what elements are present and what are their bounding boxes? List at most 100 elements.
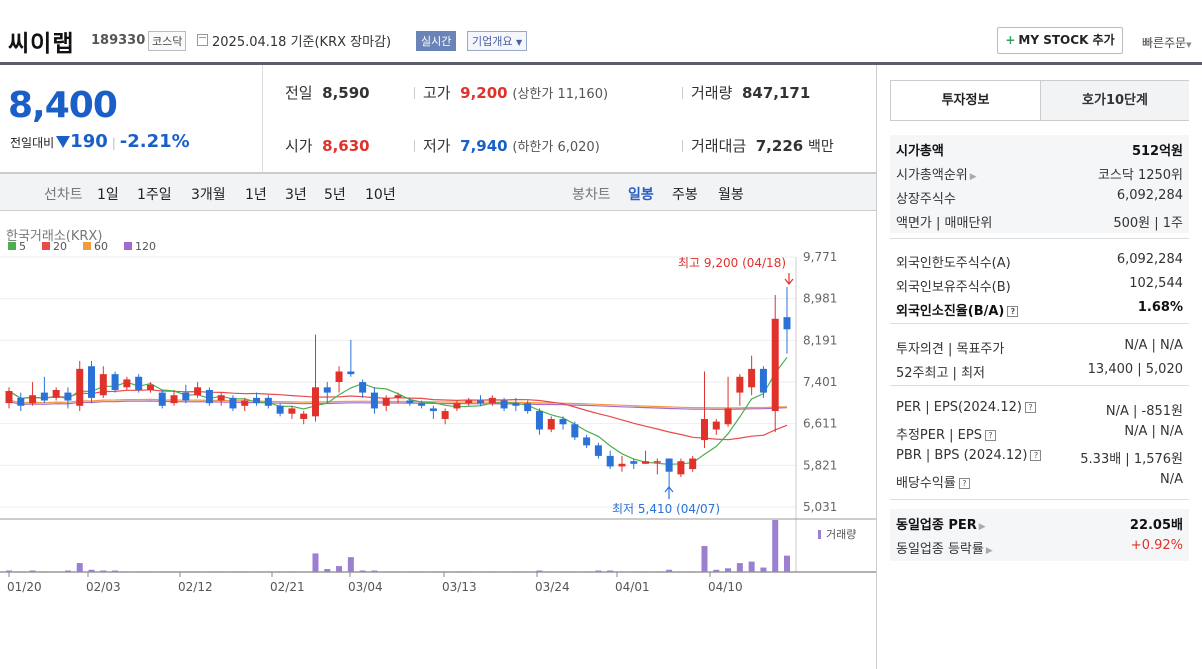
help-icon[interactable]: ? [1007,306,1019,317]
tab-3month[interactable]: 3개월 [191,187,226,203]
volume-bar [654,571,661,572]
info-row: 동일업종 PER ▶ 22.05배 [896,514,1183,534]
tab-invest-info[interactable]: 투자정보 [891,81,1040,120]
candle-body [370,392,378,409]
help-icon[interactable]: ? [1024,402,1036,413]
volume-bar [100,570,107,572]
info-group: 시가총액 512억원 시가총액순위 ▶ 코스닥 1250위 상장주식수 6,092,284 액… [890,135,1189,233]
tab-1week[interactable]: 1주일 [137,187,172,203]
candle-body [99,374,107,396]
ma-legend-item: 5 [8,240,34,253]
tab-line-chart[interactable]: 선차트 [44,187,83,203]
x-tick-label: 03/04 [348,580,383,594]
candle-body [146,384,154,390]
volume-bar [736,563,743,572]
candlestick-chart: 한국거래소(KRX) 5 20 60 120 9,771 8,981 8,191 7,401… [0,211,876,601]
info-label: 동일업종 PER ▶ [896,518,986,533]
info-value: 22.05배 [1129,518,1183,533]
candle-body [441,411,449,419]
candle-body [382,397,390,406]
volume-bar [135,571,142,572]
y-tick-label: 8,191 [803,333,837,347]
tab-candle-chart[interactable]: 봉차트 [572,187,611,203]
candle-body [700,418,708,441]
candle-body [712,421,720,430]
chevron-down-icon: ▼ [1186,41,1192,49]
tab-10year[interactable]: 10년 [365,187,396,203]
tab-daily[interactable]: 일봉 [628,187,654,203]
volume-bar [171,571,178,572]
volume-bar [76,563,83,572]
candle-body [111,374,119,390]
candle-body [512,403,520,406]
volume-bar [489,571,496,572]
tab-3year[interactable]: 3년 [285,187,307,203]
header-divider [0,62,1202,65]
candle-body [724,408,732,425]
low-price: 저가 7,940 (하한가 6,020) [414,135,600,156]
volume-bar [336,566,343,572]
volume-bar [607,570,614,572]
prev-close: 전일 8,590 [285,84,370,102]
invest-info-panel: 투자정보 호가10단계 시가총액 512억원 시가총액순위 ▶ 코스닥 1250위 상장주… [876,65,1202,669]
candle-body [418,403,426,406]
candle-body [547,418,555,430]
volume-bar [701,546,708,572]
volume-bar [512,571,519,572]
chevron-right-icon: ▶ [978,522,986,532]
corp-overview-dropdown[interactable]: 기업개요 ▼ [467,31,528,51]
volume-bar [595,570,602,572]
x-tick-label: 01/20 [7,580,42,594]
volume-bar [536,570,543,572]
volume-bar [194,571,201,572]
help-icon[interactable]: ? [958,478,970,489]
open-price: 시가 8,630 [285,137,370,155]
candle-body [736,376,744,393]
tab-monthly[interactable]: 월봉 [718,187,744,203]
tab-1day[interactable]: 1일 [97,187,119,203]
info-row: 외국인소진율(B/A)? 1.68% [896,300,1183,320]
info-row: 외국인한도주식수(A) 6,092,284 [896,252,1183,272]
candle-body [158,392,166,406]
tab-hoga-10[interactable]: 호가10단계 [1040,81,1189,120]
base-date: 2025.04.18 기준(KRX 장마감) [212,35,392,50]
candle-body [488,397,496,404]
chevron-right-icon: ▶ [969,172,977,182]
info-value: 500원 | 1주 [1113,216,1183,231]
volume-bar [395,571,401,572]
volume-bar [53,571,60,572]
group-divider [890,499,1189,500]
change-percent: -2.21% [119,131,190,152]
tab-5year[interactable]: 5년 [324,187,346,203]
candle-body [394,395,402,398]
volume-bar [147,571,154,572]
info-label: 외국인보유주식수(B) [896,280,1011,295]
tab-1year[interactable]: 1년 [245,187,267,203]
candle-body [465,400,473,404]
info-row: 투자의견 | 목표주가 N/A | N/A [896,338,1183,358]
help-icon[interactable]: ? [1030,450,1042,461]
candle-body [123,379,131,388]
quick-order-dropdown[interactable]: 빠른주문▼ [1142,34,1192,51]
group-divider [890,238,1189,239]
volume-bar [583,571,590,572]
stock-code: 189330 [91,33,146,48]
info-label: PBR | BPS (2024.12)? [896,448,1042,463]
volume-bar [6,570,12,572]
info-group: 동일업종 PER ▶ 22.05배 동일업종 등락률 ▶ +0.92% [890,509,1189,561]
x-tick-label: 02/21 [270,580,305,594]
candle-body [677,461,685,475]
y-tick-label: 9,771 [803,250,837,264]
my-stock-add-button[interactable]: + MY STOCK 추가 [997,27,1123,54]
volume-bar [784,555,790,572]
y-tick-label: 8,981 [803,292,837,306]
volume-bar [300,571,307,572]
tab-weekly[interactable]: 주봉 [672,187,698,203]
info-label: 배당수익률? [896,472,970,491]
candle-body [52,389,60,398]
realtime-button[interactable]: 실시간 [416,31,457,51]
help-icon[interactable]: ? [984,430,996,441]
volume-bar [418,571,425,572]
volume-bar [324,569,331,572]
volume-bar [359,570,366,572]
